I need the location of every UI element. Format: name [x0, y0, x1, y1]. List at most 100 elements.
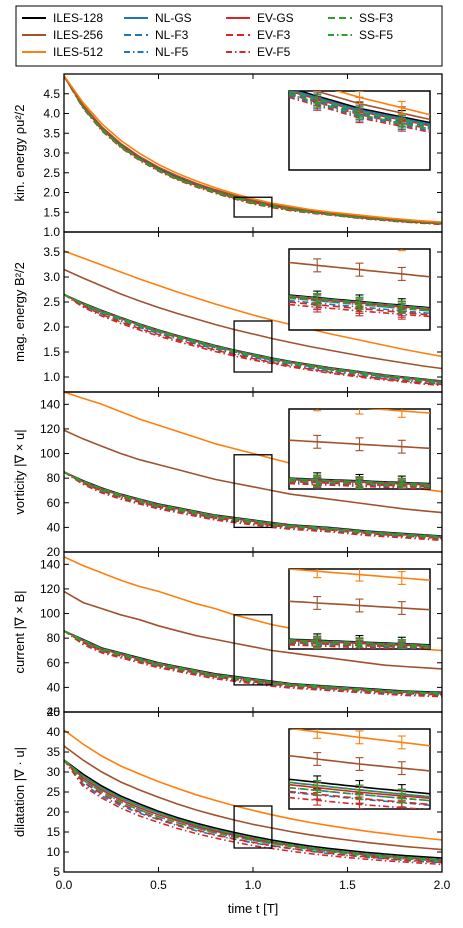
series-line-iles-512: [64, 729, 442, 841]
series-line-ss-f3: [64, 75, 442, 225]
y-tick-label: 2.0: [43, 320, 60, 334]
y-tick-label: 2.5: [43, 295, 60, 309]
series-line-iles-512: [64, 250, 442, 358]
y-tick-label: 1.0: [43, 370, 60, 384]
y-tick-label: 20: [47, 805, 61, 819]
series-line-ss-f3: [64, 630, 442, 694]
y-tick-label: 15: [47, 825, 61, 839]
inset-line-ss-f3: [289, 91, 430, 127]
y-axis-label: mag. energy B²/2: [12, 262, 27, 362]
legend-entry: EV-F3: [257, 28, 291, 42]
y-tick-label: 120: [40, 582, 60, 596]
series-line-ev-f5: [64, 471, 442, 542]
y-axis-label: vorticity |∇ × u|: [12, 429, 27, 514]
series-group: [64, 250, 442, 387]
series-group: [64, 392, 442, 542]
zoom-region: [233, 805, 273, 849]
inset-panel: [288, 568, 431, 650]
y-axis-label: kin. energy ρu²/2: [12, 105, 27, 202]
series-line-ss-f5: [64, 471, 442, 539]
legend-entry: ILES-256: [53, 28, 103, 42]
y-tick-label: 20: [47, 705, 61, 719]
series-line-ev-f5: [64, 293, 442, 387]
zoom-region: [233, 614, 273, 686]
inset-panel: [288, 728, 431, 810]
series-line-iles-256: [64, 429, 442, 514]
y-tick-label: 3.5: [43, 126, 60, 140]
y-tick-label: 25: [47, 785, 61, 799]
series-line-iles-256: [64, 590, 442, 670]
y-tick-label: 120: [40, 422, 60, 436]
y-tick-label: 2.5: [43, 166, 60, 180]
x-tick-label: 2.0: [434, 878, 451, 892]
inset-panel: [288, 408, 431, 490]
legend-entry: ILES-512: [53, 45, 103, 59]
y-axis-label: current |∇ × B|: [12, 590, 27, 673]
y-tick-label: 140: [40, 557, 60, 571]
legend-entry: NL-F3: [155, 28, 189, 42]
y-tick-label: 60: [47, 656, 61, 670]
x-tick-label: 0.0: [56, 878, 73, 892]
series-line-iles-128: [64, 759, 442, 859]
y-tick-label: 4.5: [43, 87, 60, 101]
panel-2: 20 40 60 80 100 120 140 vorticity |∇ × u|: [12, 391, 443, 559]
inset-line-ev-f3: [289, 93, 430, 130]
legend-entry: EV-F5: [257, 45, 291, 59]
chart-panels: 1.0 1.5 2.0 2.5 3.0 3.5 4.0 4.5 kin. energy ρu²/…: [12, 73, 451, 892]
panel-1: 1.0 1.5 2.0 2.5 3.0 3.5 mag. energy B²/2: [12, 231, 443, 393]
y-tick-label: 3.0: [43, 146, 60, 160]
panel-0: 1.0 1.5 2.0 2.5 3.0 3.5 4.0 4.5 kin. energy ρu²/…: [12, 73, 443, 239]
y-tick-label: 45: [47, 705, 61, 719]
series-line-ss-f3: [64, 293, 442, 383]
inset-panel: [288, 231, 431, 331]
y-tick-label: 40: [47, 520, 61, 534]
series-line-ev-f3: [64, 293, 442, 386]
panel-4: 5 10 15 20 25 30 35 40 45 dilatation |∇ · u|: [12, 705, 443, 879]
legend-entry: NL-GS: [155, 11, 192, 25]
y-tick-label: 1.5: [43, 345, 60, 359]
y-tick-label: 60: [47, 496, 61, 510]
y-tick-label: 80: [47, 471, 61, 485]
series-line-ss-f3: [64, 759, 442, 861]
x-tick-label: 1.5: [339, 878, 356, 892]
y-tick-label: 3.0: [43, 270, 60, 284]
y-tick-label: 1.0: [43, 225, 60, 239]
y-tick-label: 140: [40, 397, 60, 411]
legend-entry: SS-F5: [359, 28, 393, 42]
series-line-ev-f5: [64, 759, 442, 866]
panel-3: 20 40 60 80 100 120 140 current |∇ × B|: [12, 551, 443, 719]
series-line-ss-f5: [64, 630, 442, 695]
series-group: [64, 75, 442, 226]
inset-line-iles-512: [366, 409, 430, 414]
y-tick-label: 2.0: [43, 186, 60, 200]
y-tick-label: 10: [47, 845, 61, 859]
series-group: [64, 729, 442, 866]
y-tick-label: 1.5: [43, 205, 60, 219]
series-line-ev-f5: [64, 630, 442, 698]
series-line-iles-256: [64, 745, 442, 851]
series-line-ev-f3: [64, 759, 442, 864]
x-tick-label: 1.0: [245, 878, 262, 892]
y-tick-label: 100: [40, 447, 60, 461]
y-tick-label: 40: [47, 725, 61, 739]
y-tick-label: 30: [47, 765, 61, 779]
y-tick-label: 3.5: [43, 245, 60, 259]
inset-frame: [288, 248, 431, 331]
zoom-region: [233, 320, 273, 373]
inset-line-nl-f3: [289, 91, 430, 129]
y-tick-label: 20: [47, 545, 61, 559]
x-axis-label: time t [T]: [228, 901, 279, 916]
y-tick-label: 5: [53, 865, 60, 879]
y-tick-label: 4.0: [43, 107, 60, 121]
zoom-region: [233, 454, 273, 529]
y-tick-label: 35: [47, 745, 61, 759]
inset-line-iles-512: [289, 231, 430, 248]
y-tick-label: 80: [47, 631, 61, 645]
legend-entry: SS-F3: [359, 11, 393, 25]
x-tick-label: 0.5: [150, 878, 167, 892]
legend-entry: EV-GS: [257, 11, 294, 25]
zoom-region: [233, 196, 273, 218]
legend: ILES-128 NL-GS EV-GS SS-F3 ILES-256 NL-F3 EV-F…: [15, 5, 443, 67]
inset-panel: [288, 90, 431, 171]
